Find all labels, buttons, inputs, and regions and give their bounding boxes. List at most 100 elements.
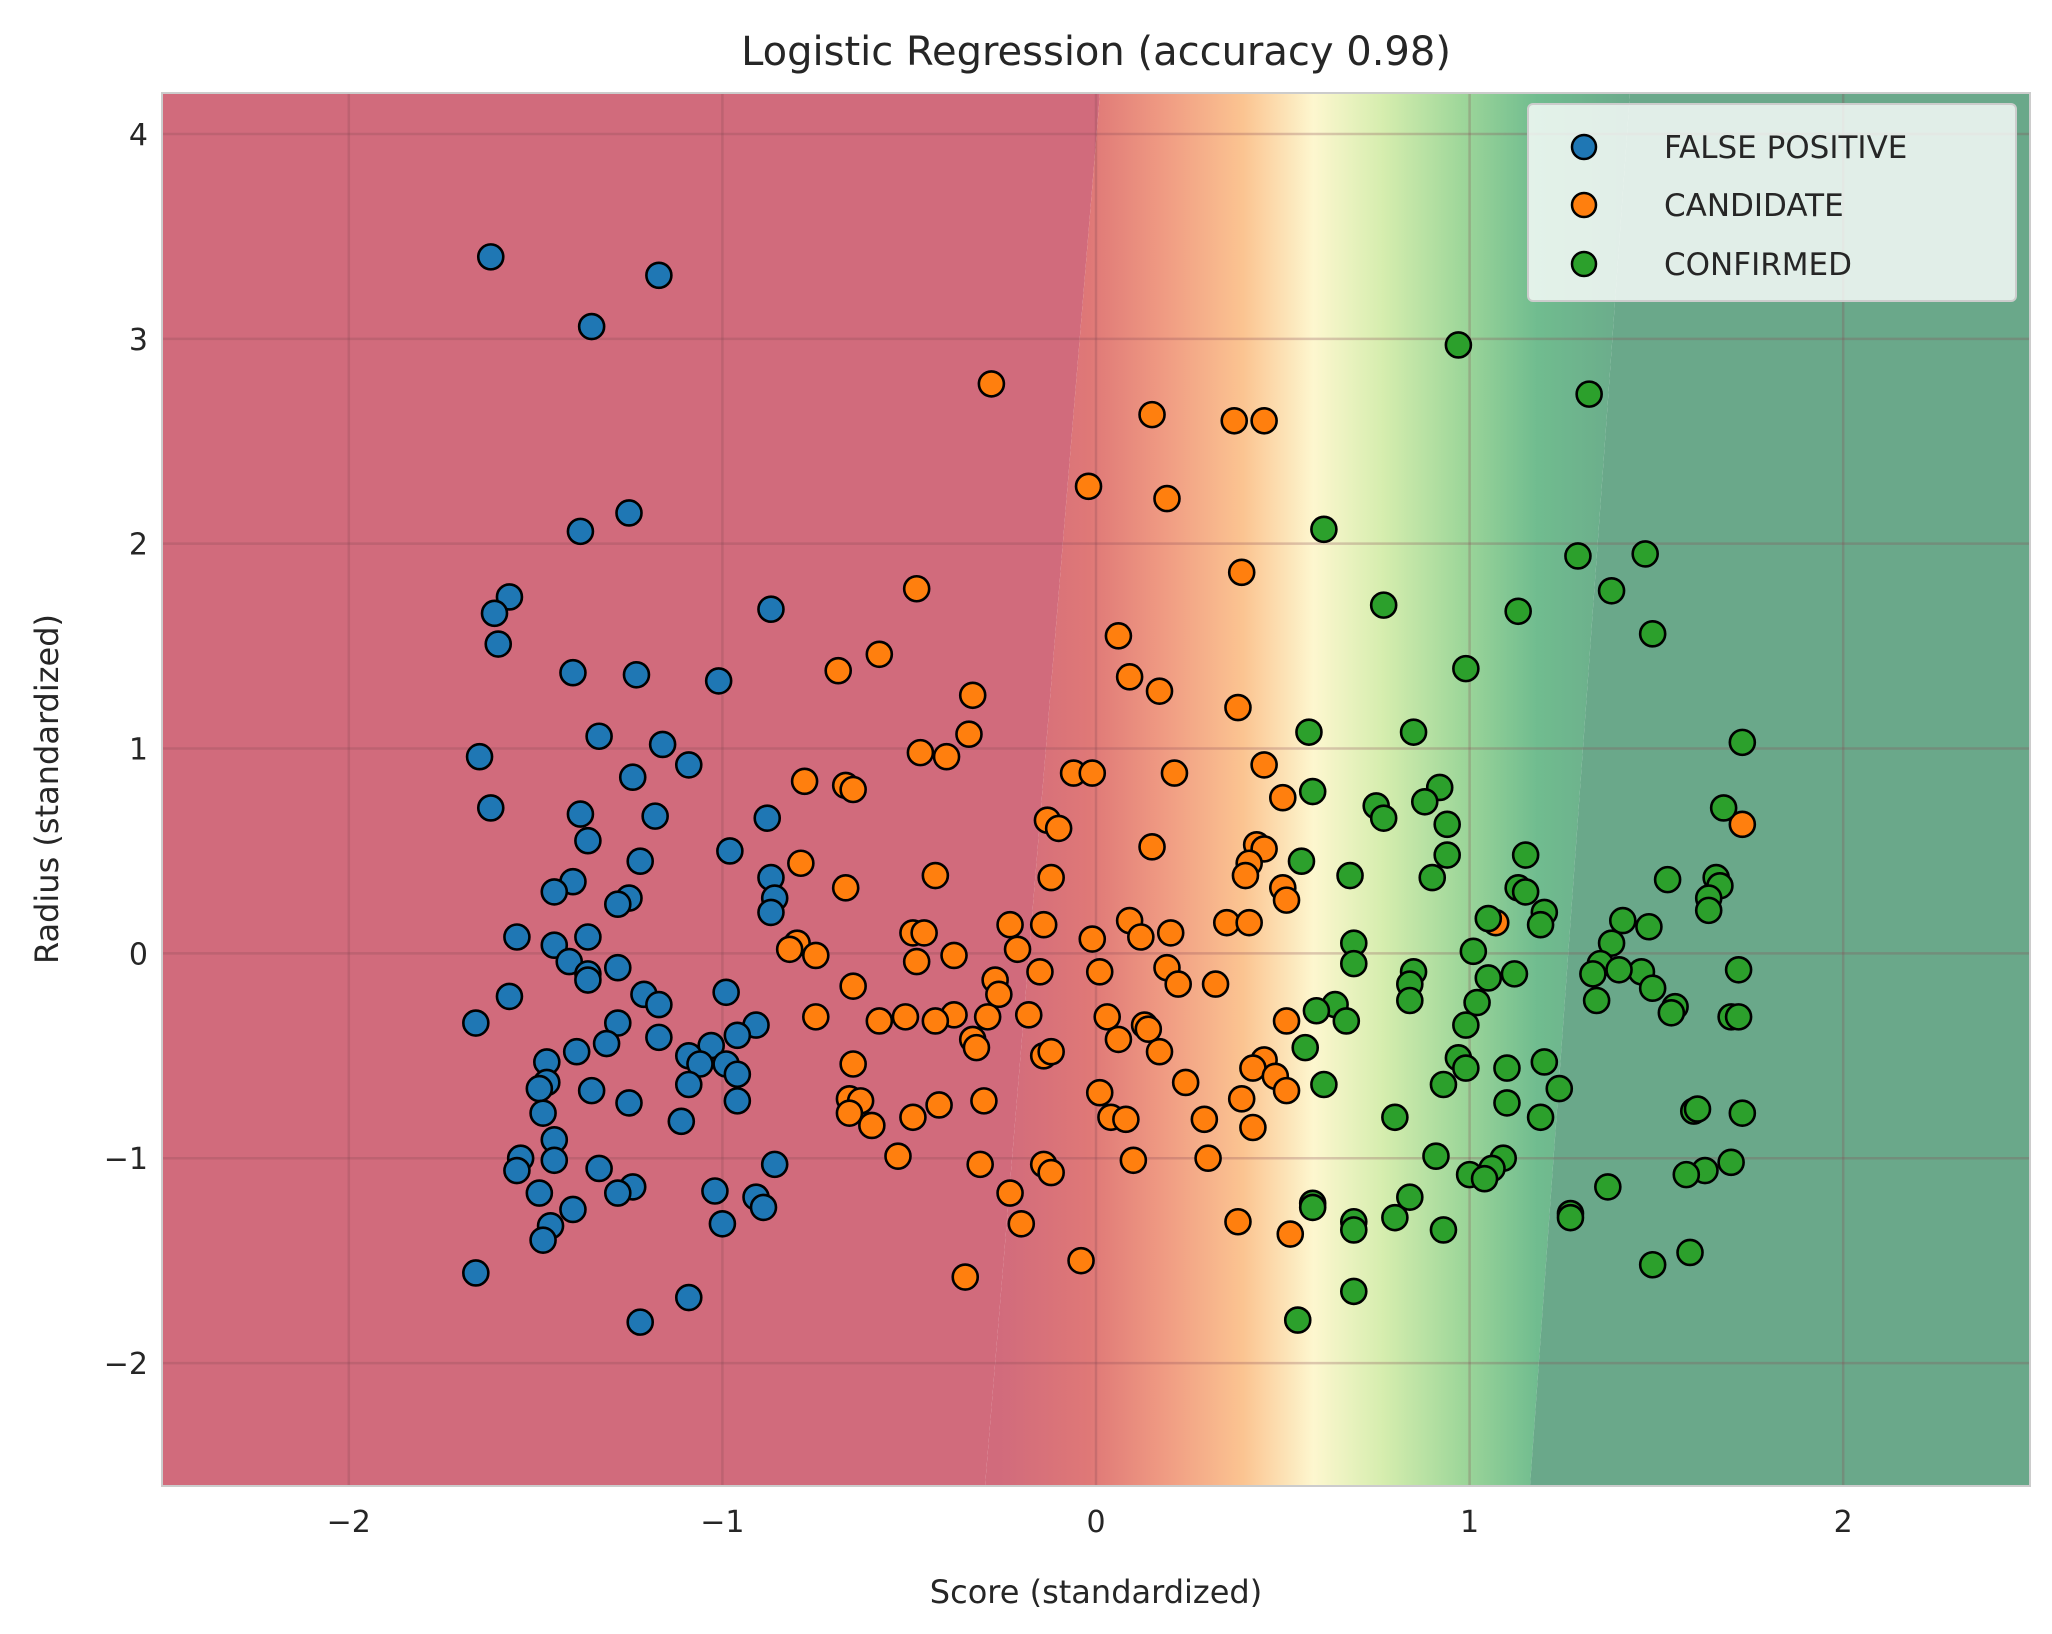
candidate-point bbox=[1145, 1037, 1174, 1066]
candidate-point bbox=[865, 640, 894, 669]
confirmed-point bbox=[1396, 986, 1424, 1015]
candidate-point bbox=[1115, 663, 1144, 691]
candidate-point bbox=[835, 1099, 864, 1127]
confirmed-point bbox=[1429, 1070, 1458, 1099]
candidate-point bbox=[1272, 1007, 1301, 1035]
y-tick-label: −1 bbox=[104, 1142, 148, 1177]
false-positive-point bbox=[723, 1021, 752, 1050]
candidate-point bbox=[1250, 406, 1278, 435]
confirmed-point bbox=[1287, 847, 1316, 875]
confirmed-point bbox=[1452, 1054, 1480, 1082]
x-tick-label: −1 bbox=[700, 1505, 744, 1540]
candidate-point bbox=[1220, 406, 1249, 435]
confirmed-point bbox=[1418, 863, 1447, 892]
confirmed-point bbox=[1381, 1203, 1409, 1232]
candidate-point bbox=[1104, 1025, 1133, 1054]
confirmed-point bbox=[1369, 591, 1398, 619]
legend-marker-candidate bbox=[1570, 191, 1598, 219]
candidate-point bbox=[801, 1003, 830, 1031]
candidate-point bbox=[790, 767, 819, 796]
candidate-point bbox=[1272, 886, 1301, 914]
y-tick-label: 0 bbox=[129, 937, 148, 972]
confirmed-point bbox=[1724, 955, 1753, 984]
false-positive-point bbox=[540, 878, 569, 906]
scatter-points bbox=[462, 243, 1757, 1336]
confirmed-point bbox=[1429, 1216, 1458, 1244]
confirmed-point bbox=[1295, 718, 1323, 746]
false-positive-point bbox=[723, 1087, 752, 1115]
candidate-point bbox=[1250, 751, 1278, 779]
false-positive-point bbox=[708, 1209, 737, 1238]
false-positive-point bbox=[529, 1226, 557, 1254]
candidate-point bbox=[1029, 910, 1058, 939]
confirmed-point bbox=[1564, 542, 1592, 570]
false-positive-point bbox=[753, 804, 782, 832]
confirmed-point bbox=[1310, 515, 1338, 544]
confirmed-point bbox=[1422, 1142, 1450, 1170]
confirmed-point bbox=[1474, 964, 1503, 992]
confirmed-point bbox=[1694, 896, 1723, 925]
false-positive-point bbox=[603, 1179, 632, 1207]
candidate-point bbox=[899, 1103, 927, 1132]
y-tick-label: 1 bbox=[129, 733, 148, 768]
candidate-point bbox=[951, 1263, 980, 1291]
candidate-point bbox=[1145, 677, 1174, 705]
candidate-point bbox=[1134, 1015, 1163, 1043]
candidate-point bbox=[891, 1003, 920, 1031]
false-positive-point bbox=[540, 1146, 569, 1175]
false-positive-point bbox=[495, 982, 524, 1011]
confirmed-point bbox=[1433, 841, 1461, 869]
false-positive-point bbox=[577, 1076, 606, 1105]
false-positive-point bbox=[462, 1009, 490, 1037]
false-positive-point bbox=[603, 953, 632, 982]
false-positive-point bbox=[465, 742, 494, 771]
confirmed-point bbox=[1672, 1160, 1701, 1189]
false-positive-point bbox=[622, 660, 651, 689]
candidate-point bbox=[1164, 970, 1192, 998]
false-positive-point bbox=[645, 990, 673, 1019]
confirmed-point bbox=[1511, 878, 1540, 906]
confirmed-point bbox=[1638, 974, 1667, 1003]
confirmed-point bbox=[1717, 1148, 1745, 1177]
false-positive-point bbox=[592, 1029, 621, 1058]
false-positive-point bbox=[757, 595, 785, 624]
false-positive-point bbox=[667, 1107, 696, 1136]
confirmed-point bbox=[1597, 576, 1626, 605]
candidate-point bbox=[839, 775, 867, 804]
candidate-point bbox=[824, 656, 853, 685]
confirmed-point bbox=[1638, 1250, 1667, 1279]
false-positive-point bbox=[615, 1089, 643, 1117]
candidate-point bbox=[1093, 1003, 1122, 1031]
x-tick-label: −2 bbox=[327, 1505, 371, 1540]
false-positive-point bbox=[574, 966, 602, 994]
false-positive-point bbox=[585, 1154, 613, 1183]
false-positive-point bbox=[566, 517, 595, 546]
chart-title: Logistic Regression (accuracy 0.98) bbox=[741, 29, 1451, 75]
confirmed-point bbox=[1530, 1048, 1559, 1076]
plot-frame bbox=[161, 92, 2031, 1487]
candidate-point bbox=[1235, 908, 1263, 937]
candidate-point bbox=[1231, 861, 1260, 890]
false-positive-point bbox=[574, 826, 602, 855]
false-positive-point bbox=[645, 1023, 673, 1052]
candidate-point bbox=[902, 947, 931, 976]
candidate-point bbox=[1119, 1146, 1148, 1175]
confirmed-point bbox=[1452, 654, 1480, 683]
candidate-point bbox=[925, 1091, 953, 1119]
confirmed-point bbox=[1463, 988, 1491, 1017]
candidate-point bbox=[839, 1050, 867, 1078]
candidate-point bbox=[985, 980, 1013, 1009]
candidate-point bbox=[1153, 484, 1181, 513]
confirmed-point bbox=[1657, 998, 1686, 1027]
y-tick-label: 3 bbox=[129, 323, 148, 358]
confirmed-point bbox=[1526, 1103, 1555, 1132]
candidate-point bbox=[962, 1033, 991, 1062]
false-positive-point bbox=[674, 1070, 703, 1099]
y-axis-label: Radius (standardized) bbox=[28, 614, 66, 964]
candidate-point bbox=[1014, 1001, 1043, 1029]
false-positive-point bbox=[484, 630, 513, 658]
false-positive-point bbox=[749, 1193, 778, 1222]
confirmed-point bbox=[1381, 1103, 1409, 1132]
false-positive-point bbox=[645, 261, 673, 290]
confirmed-point bbox=[1728, 728, 1757, 757]
